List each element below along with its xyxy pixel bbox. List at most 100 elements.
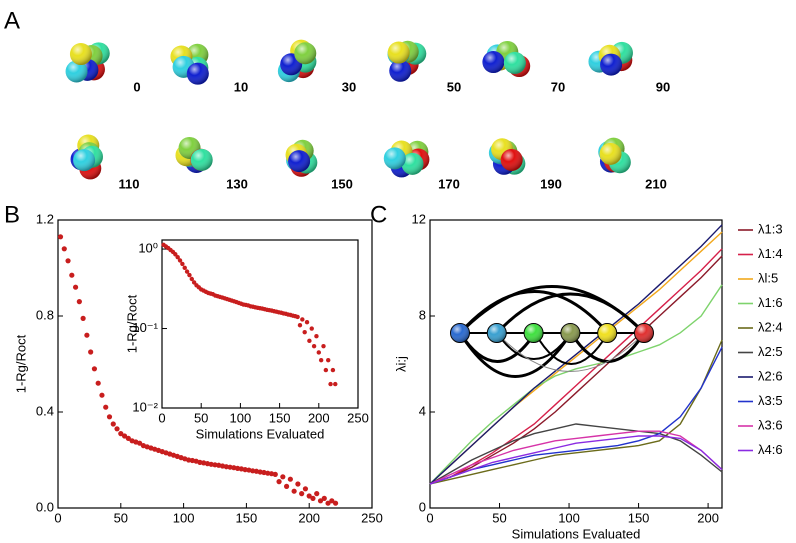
point <box>99 392 105 398</box>
point <box>189 276 194 282</box>
snapshot <box>383 140 430 178</box>
snapshot <box>482 40 531 78</box>
panel-label: A <box>4 7 20 34</box>
legend-label: λl:5 <box>758 270 778 285</box>
point <box>257 469 263 475</box>
y-tick-label: 12 <box>412 211 426 226</box>
point <box>276 479 282 485</box>
sphere-shade <box>294 42 317 65</box>
point <box>317 498 324 504</box>
y-tick-label: 10⁰ <box>138 240 158 255</box>
sphere-shade <box>383 147 406 170</box>
snapshot-label: 210 <box>645 176 667 191</box>
y-tick-label: 0.4 <box>36 403 54 418</box>
sphere-shade <box>389 59 412 82</box>
x-tick-label: 250 <box>347 410 369 425</box>
point <box>311 343 317 349</box>
legend-label: λ3:5 <box>758 393 783 408</box>
y-tick-label: 10⁻² <box>132 399 158 414</box>
line <box>429 255 723 485</box>
point <box>197 459 203 465</box>
x-tick-label: 150 <box>269 410 291 425</box>
line <box>429 346 723 485</box>
y-tick-label: 0.8 <box>36 307 54 322</box>
x-axis-label: Simulations Evaluated <box>196 426 325 441</box>
x-tick-label: 0 <box>426 510 433 525</box>
sphere-shade <box>600 53 623 76</box>
point <box>208 461 214 467</box>
point <box>65 258 71 264</box>
node-shade <box>450 323 470 343</box>
x-tick-label: 250 <box>361 510 383 525</box>
point <box>330 367 336 373</box>
point <box>91 366 98 372</box>
point <box>272 471 278 477</box>
point <box>291 488 297 494</box>
point <box>323 367 329 373</box>
snapshot-label: 190 <box>540 176 562 191</box>
point <box>242 467 248 473</box>
snapshot <box>488 138 526 175</box>
y-axis-label: 1-Rg/Roct <box>13 334 28 393</box>
x-tick-label: 200 <box>308 410 330 425</box>
point <box>95 380 101 386</box>
panel-label: B <box>4 201 20 228</box>
legend-label: λ1:6 <box>758 295 783 310</box>
point <box>227 464 233 470</box>
snapshot-label: 130 <box>226 176 248 191</box>
x-tick-label: 50 <box>492 510 506 525</box>
x-tick-label: 150 <box>628 510 650 525</box>
line <box>429 284 723 485</box>
point <box>318 357 324 363</box>
point <box>173 252 178 257</box>
point <box>332 500 339 506</box>
edge <box>496 332 645 372</box>
point <box>72 284 79 290</box>
snapshot <box>175 136 213 173</box>
point <box>333 381 338 387</box>
snapshot <box>285 139 318 177</box>
point <box>300 317 305 322</box>
point <box>235 465 241 471</box>
point <box>302 329 307 335</box>
line <box>429 339 723 485</box>
y-tick-label: 4 <box>419 403 426 418</box>
line <box>429 423 723 485</box>
snapshot <box>277 39 317 83</box>
legend-label: λ2:6 <box>758 368 783 383</box>
sphere-shade <box>482 51 505 74</box>
legend-label: λ1:4 <box>758 246 783 261</box>
snapshot-label: 90 <box>656 79 670 94</box>
snapshot <box>70 134 103 180</box>
point <box>326 357 331 363</box>
point <box>306 493 312 499</box>
line <box>429 224 723 485</box>
snapshot-label: 170 <box>438 176 460 191</box>
sphere-shade <box>190 148 213 171</box>
snapshot <box>588 41 633 76</box>
point <box>212 462 218 468</box>
sphere-shade <box>73 149 96 172</box>
y-axis-label: λi:j <box>393 356 408 372</box>
point <box>103 404 109 410</box>
point <box>316 350 321 355</box>
point <box>175 254 180 260</box>
sphere-shade <box>503 51 526 74</box>
edge <box>495 292 646 335</box>
point <box>137 440 143 446</box>
edge <box>458 332 573 378</box>
x-tick-label: 100 <box>173 510 195 525</box>
x-tick-label: 50 <box>194 410 208 425</box>
sphere-shade <box>288 150 311 173</box>
point <box>84 332 90 338</box>
legend-label: λ2:5 <box>758 344 783 359</box>
x-tick-label: 0 <box>54 510 61 525</box>
point <box>182 265 187 271</box>
point <box>325 500 331 506</box>
point <box>88 349 94 355</box>
y-tick-label: 10⁻¹ <box>132 320 158 335</box>
snapshot <box>65 42 110 83</box>
point <box>187 272 192 278</box>
y-axis-label: 1-Rg/Roct <box>124 294 139 353</box>
